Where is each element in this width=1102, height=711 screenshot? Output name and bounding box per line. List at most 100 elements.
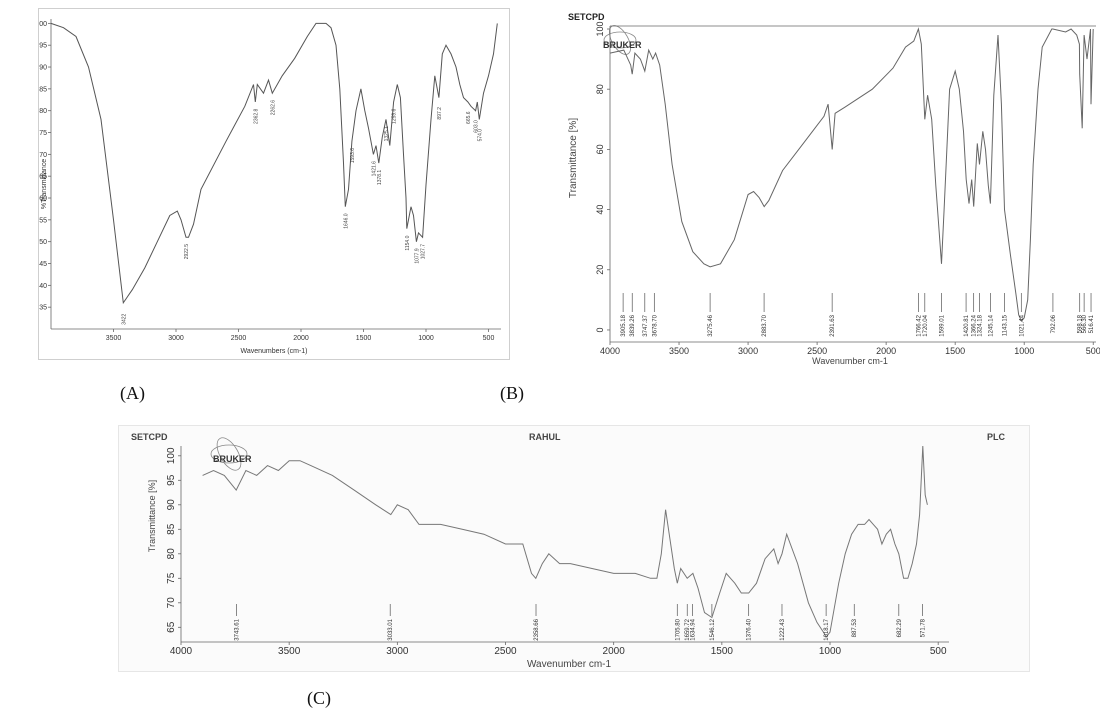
peak-label: 1077.9 bbox=[414, 248, 420, 264]
peak-label: 516.41 bbox=[1089, 314, 1095, 333]
peak-label: 2358.66 bbox=[534, 618, 540, 640]
y-tick-label: 0 bbox=[595, 327, 605, 332]
y-tick-label: 55 bbox=[39, 217, 47, 224]
y-tick-label: 75 bbox=[166, 572, 177, 584]
chart-c-axes bbox=[180, 446, 949, 643]
x-tick-label: 2500 bbox=[807, 346, 827, 356]
peak-label: 1720.04 bbox=[923, 314, 929, 336]
chart-c-ylabel: Transmittance [%] bbox=[147, 480, 157, 552]
chart-b-header: SETCPD bbox=[568, 12, 605, 22]
y-tick-label: 35 bbox=[39, 305, 47, 312]
y-tick-label: 20 bbox=[595, 265, 605, 275]
x-tick-label: 4000 bbox=[600, 346, 620, 356]
y-tick-label: 100 bbox=[166, 447, 177, 464]
chart-a-peak-labels: 3422 2922.5 2362.8 2262.6 1646.0 1593.6 1421.6… bbox=[121, 100, 483, 325]
peak-label: 1018.17 bbox=[824, 618, 830, 640]
peak-label: 2391.63 bbox=[830, 314, 836, 336]
chart-c-header-left: SETCPD bbox=[131, 432, 168, 442]
x-tick-label: 3500 bbox=[278, 646, 301, 657]
y-tick-label: 90 bbox=[39, 65, 47, 72]
chart-c-ticks: 4000 3500 3000 2500 2000 1500 1000 500 65 70 75 80 8… bbox=[166, 447, 947, 657]
peak-label: 1021.44 bbox=[1019, 314, 1025, 336]
peak-label: 3747.37 bbox=[643, 314, 649, 336]
chart-c-header-center: RAHUL bbox=[529, 432, 561, 442]
bruker-logo-text: BRUKER bbox=[603, 40, 642, 50]
x-tick-label: 500 bbox=[930, 646, 947, 657]
peak-label: 1378.1 bbox=[377, 170, 383, 186]
y-tick-label: 100 bbox=[595, 21, 605, 36]
chart-a-xlabel: Wavenumbers (cm-1) bbox=[240, 348, 307, 355]
y-tick-label: 45 bbox=[39, 261, 47, 268]
chart-a-ylabel: %Transmittance bbox=[41, 159, 48, 209]
chart-b-peak-labels: 3905.18 3839.26 3747.37 3678.70 3275.46 2883.… bbox=[621, 293, 1095, 337]
peak-label: 1420.81 bbox=[964, 314, 970, 336]
chart-b-xlabel: Wavenumber cm-1 bbox=[812, 356, 888, 366]
peak-label: 1766.42 bbox=[916, 314, 922, 336]
chart-b-series-line bbox=[609, 27, 1094, 322]
x-tick-label: 4000 bbox=[170, 646, 193, 657]
y-tick-label: 40 bbox=[39, 283, 47, 290]
caption-c: (C) bbox=[307, 688, 331, 708]
ftir-spectrum-a: 3500 3000 2500 2000 1500 1000 500 35 40 45 50 55 60 6… bbox=[38, 8, 510, 360]
x-tick-label: 1000 bbox=[1014, 346, 1034, 356]
chart-c-header-right: PLC bbox=[987, 432, 1006, 442]
x-tick-label: 3500 bbox=[669, 346, 689, 356]
peak-label: 2883.70 bbox=[762, 314, 768, 336]
bruker-logo-orbit-icon bbox=[210, 444, 248, 464]
peak-label: 1259.6 bbox=[392, 108, 398, 124]
y-tick-label: 80 bbox=[39, 108, 47, 115]
chart-b-ticks: 4000 3500 3000 2500 2000 1500 1000 500 0 20 40 60 80… bbox=[595, 21, 1100, 356]
peak-label: 1245.14 bbox=[988, 314, 994, 336]
peak-label: 1593.6 bbox=[350, 148, 356, 164]
peak-label: 887.53 bbox=[852, 618, 858, 637]
x-tick-label: 2500 bbox=[231, 335, 247, 342]
peak-label: 3743.61 bbox=[235, 618, 241, 640]
ftir-spectrum-c: SETCPD RAHUL PLC BRUKER 4000 3500 3000 2500… bbox=[118, 425, 1030, 672]
caption-b: (B) bbox=[500, 383, 524, 403]
peak-label: 3422 bbox=[121, 313, 127, 324]
peak-label: 1659.72 bbox=[685, 618, 691, 640]
peak-label: 1324.18 bbox=[977, 314, 983, 336]
x-tick-label: 3000 bbox=[738, 346, 758, 356]
peak-label: 603.0 bbox=[474, 120, 480, 133]
peak-label: 1599.01 bbox=[940, 314, 946, 336]
peak-label: 598.18 bbox=[1078, 314, 1084, 333]
peak-label: 792.06 bbox=[1051, 314, 1057, 333]
peak-label: 1634.94 bbox=[691, 618, 697, 640]
y-tick-label: 85 bbox=[39, 86, 47, 93]
x-tick-label: 1000 bbox=[418, 335, 434, 342]
chart-c-series-line bbox=[202, 445, 928, 639]
peak-label: 3275.46 bbox=[708, 314, 714, 336]
y-tick-label: 90 bbox=[166, 499, 177, 511]
peak-label: 566.30 bbox=[1082, 314, 1088, 333]
peak-label: 3905.18 bbox=[621, 314, 627, 336]
peak-label: 1376.40 bbox=[747, 618, 753, 640]
peak-label: 682.29 bbox=[897, 618, 903, 637]
ftir-spectrum-b: SETCPD BRUKER 4000 3500 3000 2500 2000 1500 10… bbox=[560, 8, 1100, 366]
y-tick-label: 65 bbox=[39, 174, 47, 181]
peak-label: 3033.01 bbox=[388, 618, 394, 640]
peak-label: 2922.5 bbox=[184, 244, 190, 260]
peak-label: 1154.0 bbox=[405, 235, 411, 250]
peak-label: 1705.80 bbox=[675, 618, 681, 640]
x-tick-label: 2500 bbox=[494, 646, 517, 657]
y-tick-label: 85 bbox=[166, 523, 177, 535]
x-tick-label: 1500 bbox=[356, 335, 372, 342]
x-tick-label: 2000 bbox=[293, 335, 309, 342]
bruker-logo: BRUKER bbox=[210, 437, 252, 471]
y-tick-label: 80 bbox=[166, 548, 177, 560]
chart-a-ticks: 3500 3000 2500 2000 1500 1000 500 35 40 45 50 55 60 6… bbox=[38, 21, 494, 342]
x-tick-label: 3500 bbox=[106, 335, 122, 342]
x-tick-label: 3000 bbox=[168, 335, 184, 342]
y-tick-label: 75 bbox=[39, 130, 47, 137]
y-tick-label: 60 bbox=[39, 196, 47, 203]
caption-a: (A) bbox=[120, 383, 145, 403]
y-tick-label: 95 bbox=[39, 43, 47, 50]
x-tick-label: 3000 bbox=[386, 646, 409, 657]
peak-label: 1421.6 bbox=[371, 161, 377, 177]
bruker-logo-orbit-icon bbox=[216, 437, 242, 471]
y-tick-label: 100 bbox=[38, 21, 47, 28]
x-tick-label: 1500 bbox=[945, 346, 965, 356]
peak-label: 1366.24 bbox=[972, 314, 978, 336]
chart-a-series-line bbox=[50, 22, 498, 305]
